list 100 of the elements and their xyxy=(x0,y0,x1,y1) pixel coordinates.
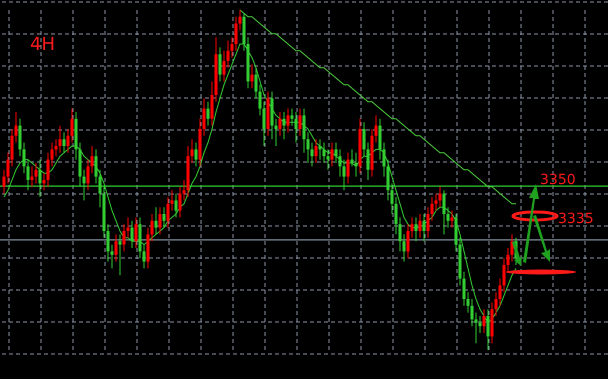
candlestick xyxy=(166,196,170,228)
candlestick xyxy=(174,193,178,218)
candlestick xyxy=(250,64,254,89)
candlestick xyxy=(18,118,22,157)
candlestick xyxy=(462,271,466,306)
candlestick xyxy=(206,101,210,126)
candlestick xyxy=(46,152,50,188)
candlestick xyxy=(238,10,242,31)
candlestick xyxy=(134,216,138,248)
candlestick xyxy=(150,214,154,242)
candlestick xyxy=(366,142,370,180)
candlestick xyxy=(106,224,110,262)
candlestick xyxy=(162,206,166,228)
candlestick xyxy=(362,122,366,157)
candlestick xyxy=(294,112,298,144)
candlestick xyxy=(158,206,162,235)
candlestick xyxy=(482,308,486,334)
candlestick xyxy=(126,216,130,238)
candlestick xyxy=(422,214,426,242)
candlestick xyxy=(70,108,74,144)
candlestick xyxy=(194,142,198,167)
candlestick xyxy=(42,172,46,191)
candlestick xyxy=(6,152,10,184)
candlestick xyxy=(394,196,398,235)
candlestick xyxy=(506,248,510,272)
candlestick xyxy=(282,112,286,140)
candlestick xyxy=(406,224,410,259)
candlestick xyxy=(402,234,406,262)
candlestick xyxy=(410,216,414,238)
candlestick xyxy=(430,196,434,222)
candlestick xyxy=(418,214,422,238)
candlestick xyxy=(122,224,126,252)
candlestick xyxy=(470,298,474,327)
candlestick xyxy=(502,258,506,293)
candlestick xyxy=(22,142,26,174)
candlestick xyxy=(278,112,282,136)
candlestick xyxy=(438,186,442,208)
candlestick xyxy=(182,180,186,201)
candlestick xyxy=(346,152,350,184)
candlestick xyxy=(30,166,34,188)
candlestick xyxy=(222,50,226,82)
candlestick xyxy=(54,138,58,157)
candlestick xyxy=(450,210,454,228)
candlestick xyxy=(114,234,118,262)
candlestick xyxy=(318,138,322,160)
candlestick xyxy=(202,98,206,136)
candlestick xyxy=(170,190,174,212)
candlestick xyxy=(354,152,358,178)
candlestick xyxy=(326,148,330,170)
candlestick xyxy=(322,142,326,164)
candlestick xyxy=(374,114,378,144)
candlestick xyxy=(310,142,314,167)
candlestick xyxy=(50,142,54,167)
candlestick xyxy=(274,118,278,146)
candlestick xyxy=(14,112,18,144)
text: 3350 xyxy=(540,172,576,188)
candlestick xyxy=(466,292,470,314)
candlestick xyxy=(58,125,62,154)
candlestick xyxy=(446,206,450,228)
candlestick xyxy=(286,108,290,133)
candlestick xyxy=(142,244,146,269)
candlestick xyxy=(154,206,158,235)
candlestick xyxy=(118,234,122,276)
candlestick xyxy=(218,46,222,82)
candlestick xyxy=(330,142,334,167)
candlestick xyxy=(314,138,318,164)
candlestick xyxy=(10,128,14,167)
candlestick xyxy=(110,244,114,269)
candlestick xyxy=(210,80,214,126)
candlestick xyxy=(510,234,514,262)
candlestick xyxy=(474,312,478,344)
candlestick xyxy=(494,292,498,316)
candlestick xyxy=(62,132,66,154)
candlestick xyxy=(426,206,430,238)
candlestick xyxy=(90,146,94,174)
candlestick xyxy=(414,216,418,242)
candlestick xyxy=(66,128,70,154)
candlestick xyxy=(302,108,306,154)
annotation: 4H xyxy=(30,34,55,55)
candlestick xyxy=(442,190,446,235)
candlestick xyxy=(86,159,90,191)
candlestick xyxy=(378,118,382,160)
candlestick xyxy=(226,40,230,68)
candlestick xyxy=(258,84,262,116)
candlestick xyxy=(290,108,294,126)
candlestick xyxy=(298,108,302,136)
candlestick xyxy=(34,162,38,184)
candlestick xyxy=(254,67,258,99)
candlestick xyxy=(234,16,238,52)
candlestick xyxy=(334,142,338,164)
candlestick xyxy=(398,216,402,252)
candlestick xyxy=(498,278,502,306)
candlestick xyxy=(338,148,342,178)
candlestick xyxy=(306,132,310,164)
candlestick xyxy=(130,220,134,248)
candlestick xyxy=(262,101,266,146)
candlestick xyxy=(190,138,194,164)
candlestick xyxy=(94,148,98,184)
candlestick xyxy=(230,36,234,58)
candlestick xyxy=(178,186,182,218)
